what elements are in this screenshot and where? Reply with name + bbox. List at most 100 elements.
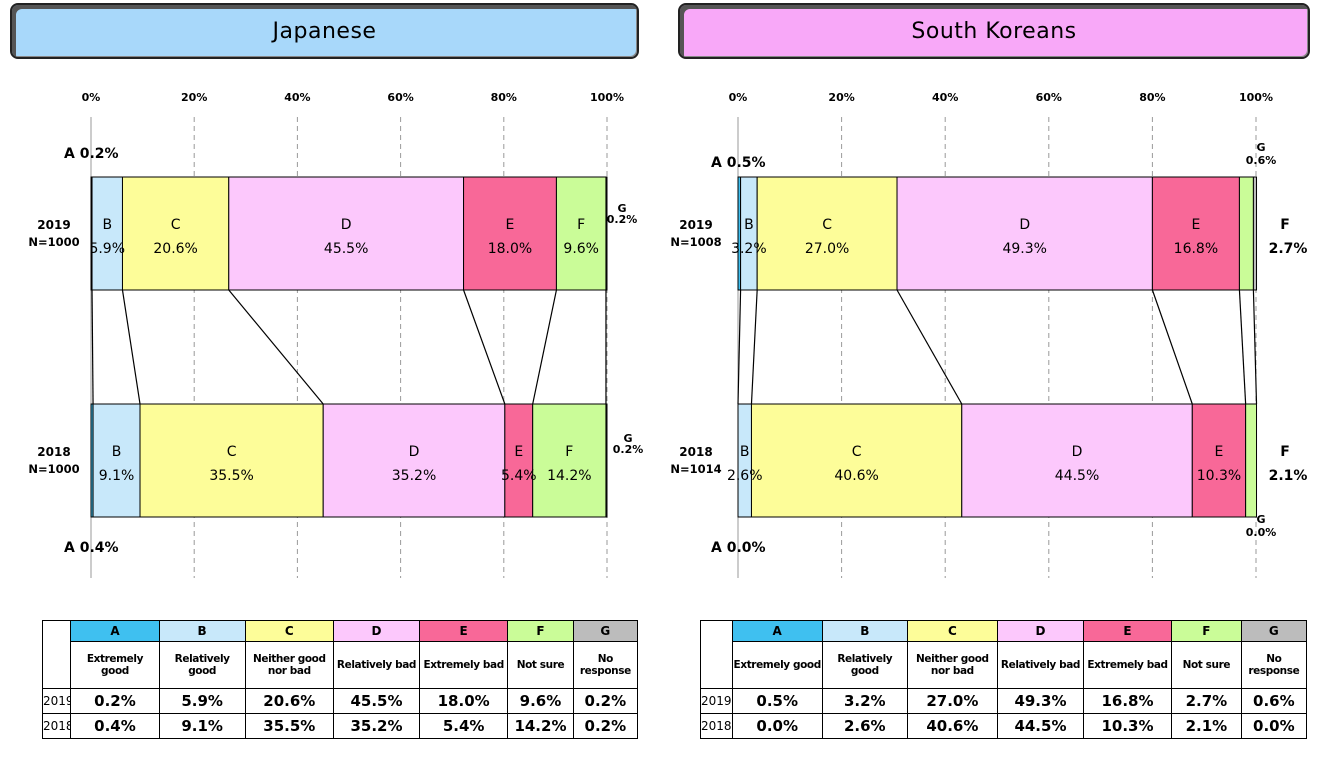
table-value-cell: 0.2%: [572, 688, 639, 714]
label-a: A 0.5%: [711, 155, 766, 171]
table-value-cell: 2.7%: [1171, 688, 1242, 714]
table-year-cell: 2019: [700, 688, 733, 714]
connector-line: [750, 289, 758, 405]
data-label: 35.5%: [209, 468, 253, 484]
segment-letter: B: [112, 444, 122, 460]
south-koreans-panel: South Koreans 0% 20% 40% 60% 80% 100% B 3.2% C 27…: [660, 0, 1310, 760]
data-label: 10.3%: [1197, 468, 1241, 484]
data-label: 27.0%: [805, 241, 849, 257]
segment-letter: B: [102, 217, 112, 233]
connector-line: [1151, 289, 1193, 405]
data-label: 35.2%: [392, 468, 436, 484]
segment-letter: C: [227, 444, 237, 460]
bar-segment-f: [1245, 403, 1258, 518]
data-label: 45.5%: [324, 241, 368, 257]
data-label: 44.5%: [1055, 468, 1099, 484]
data-label: 5.9%: [89, 241, 125, 257]
table-category-code: A: [731, 620, 823, 642]
table-row: 2019 0.5% 3.2% 27.0% 49.3% 16.8% 2.7% 0.6%: [700, 688, 1308, 714]
table-category-code: E: [419, 620, 509, 642]
connector-line: [532, 289, 558, 405]
table-value-cell: 9.1%: [158, 713, 246, 739]
segment-letter: D: [409, 444, 420, 460]
bar-segment-e: [504, 403, 534, 518]
bar-segment-f: [532, 403, 607, 518]
data-label: 9.1%: [99, 468, 135, 484]
x-tick-label: 20%: [181, 91, 207, 104]
segment-letter: D: [1019, 217, 1030, 233]
table-category-code: D: [997, 620, 1084, 642]
table-category-description: Extremely good: [70, 641, 160, 689]
table-value-cell: 49.3%: [997, 688, 1084, 714]
bar-segment-e: [463, 176, 557, 291]
table-value-cell: 5.4%: [419, 713, 509, 739]
table-category-description: Extremely bad: [419, 641, 509, 689]
table-category-description: Not sure: [1171, 641, 1242, 689]
table-value-cell: 9.6%: [507, 688, 574, 714]
bar-segment-c: [121, 176, 230, 291]
row-year-label: 2019: [37, 218, 70, 232]
table-value-cell: 5.9%: [158, 688, 246, 714]
table-value-cell: 14.2%: [507, 713, 574, 739]
data-label: 18.0%: [488, 241, 532, 257]
table-value-cell: 40.6%: [906, 713, 999, 739]
x-tick-label: 40%: [284, 91, 310, 104]
data-label: 40.6%: [834, 468, 878, 484]
bar-segment-d: [228, 176, 465, 291]
x-tick-label: 40%: [932, 91, 958, 104]
japanese-title: Japanese: [10, 3, 639, 59]
connector-line: [1238, 289, 1247, 405]
segment-letter: B: [744, 217, 754, 233]
row-n-label: N=1008: [670, 235, 721, 249]
japanese-panel: Japanese 0% 20% 40% 60% 80% 100% B 5.9% C 20.6% D 4…: [0, 0, 650, 760]
data-label: 5.4%: [501, 468, 537, 484]
table-category-code: F: [1171, 620, 1242, 642]
table-category-code: F: [507, 620, 574, 642]
connector-line: [896, 289, 963, 405]
table-value-cell: 2.6%: [821, 713, 908, 739]
bar-segment-d: [961, 403, 1193, 518]
segment-letter: C: [852, 444, 862, 460]
bar-segment-g: [605, 403, 608, 518]
bar-segment-g: [605, 176, 608, 291]
data-label: 9.6%: [563, 241, 599, 257]
row-n-label: N=1000: [28, 462, 79, 476]
segment-letter: C: [171, 217, 181, 233]
x-tick-label: 20%: [828, 91, 854, 104]
table-category-code: A: [70, 620, 160, 642]
table-description-row: Extremely good Relatively good Neither goo…: [43, 641, 639, 689]
label-a: A 0.0%: [711, 540, 766, 556]
table-row: 2019 0.2% 5.9% 20.6% 45.5% 18.0% 9.6% 0.2%: [41, 688, 639, 714]
data-label: 3.2%: [731, 241, 767, 257]
table-value-cell: 0.0%: [1240, 713, 1308, 739]
south-koreans-title: South Koreans: [678, 3, 1310, 59]
row-year-label: 2018: [679, 445, 712, 459]
table-category-description: Relatively bad: [997, 641, 1084, 689]
bar-segment-d: [896, 176, 1153, 291]
table-category-code: C: [244, 620, 334, 642]
segment-letter: E: [506, 217, 515, 233]
segment-letter: B: [740, 444, 750, 460]
label-g-value: 0.2%: [613, 443, 644, 456]
x-tick-label: 100%: [1239, 91, 1273, 104]
bar-segment-e: [1151, 176, 1240, 291]
table-value-cell: 20.6%: [244, 688, 334, 714]
connector-line: [228, 289, 324, 405]
south-koreans-chart: 0% 20% 40% 60% 80% 100% B 3.2% C 27.0% D 49.3% E 16.8…: [670, 91, 1307, 578]
table-value-cell: 0.4%: [70, 713, 160, 739]
table-value-cell: 16.8%: [1082, 688, 1173, 714]
segment-letter: E: [1215, 444, 1224, 460]
bar-segment-g: [1252, 176, 1258, 291]
label-g-value: 0.6%: [1246, 154, 1277, 167]
connector-line: [1252, 289, 1258, 405]
table-corner: [41, 620, 72, 689]
bar-segment-b: [92, 403, 141, 518]
table-value-cell: 3.2%: [821, 688, 908, 714]
label-g-value: 0.0%: [1246, 526, 1277, 539]
table-value-cell: 10.3%: [1082, 713, 1173, 739]
segment-letter: F: [565, 444, 573, 460]
japanese-chart: 0% 20% 40% 60% 80% 100% B 5.9% C 20.6% D 45.5% E 18.0…: [28, 91, 644, 578]
row-year-label: 2018: [37, 445, 70, 459]
connector-line: [91, 289, 94, 405]
